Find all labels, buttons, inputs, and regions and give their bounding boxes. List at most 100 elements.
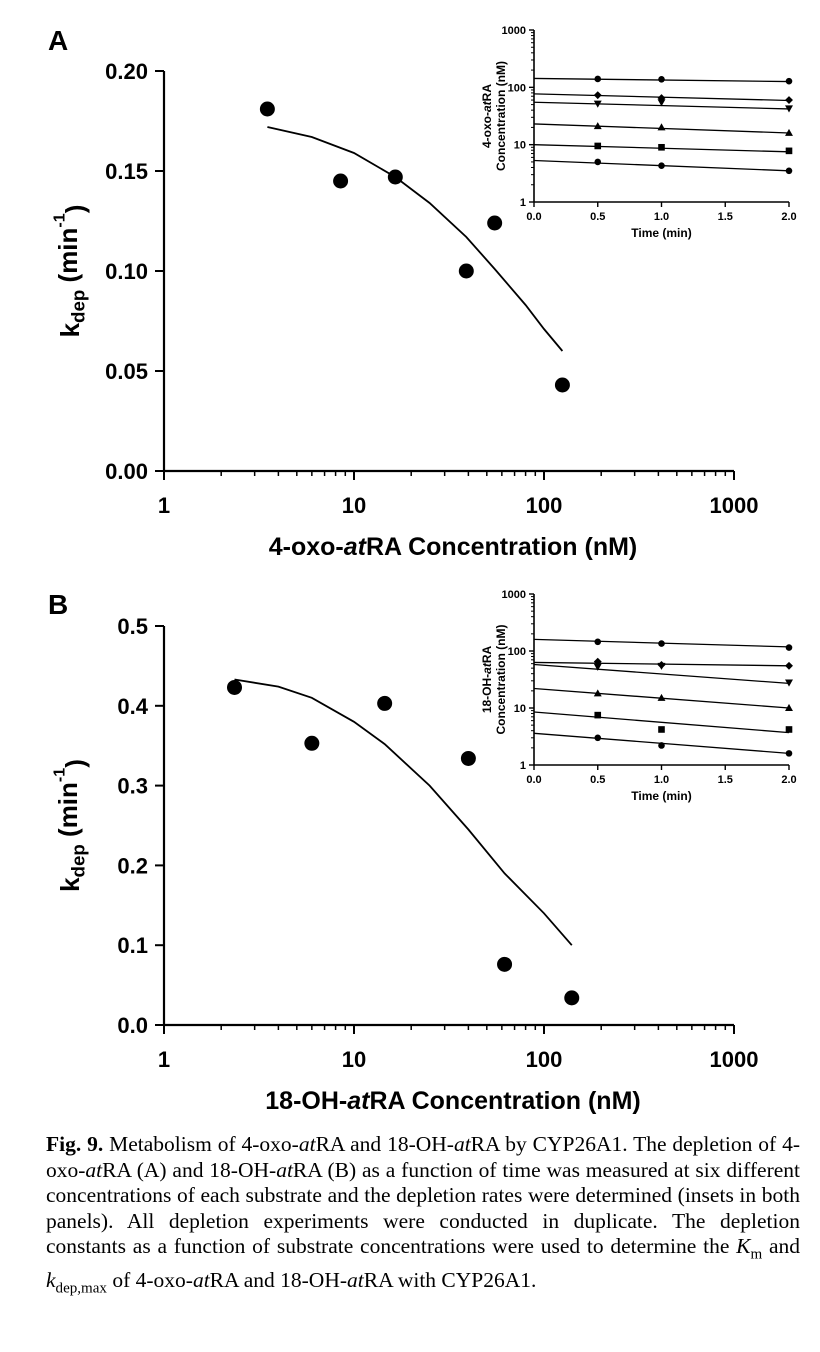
inset-data-point	[785, 167, 793, 175]
inset-data-point	[594, 638, 602, 646]
inset-data-point	[658, 162, 665, 169]
inset-data-point	[658, 143, 665, 151]
data-point	[259, 101, 275, 117]
inset-data-point	[593, 122, 602, 130]
y-axis-label: kdep (min-1)	[51, 205, 91, 338]
inset-data-point	[658, 726, 665, 733]
caption-segment: at	[347, 1267, 364, 1292]
data-point	[487, 215, 503, 231]
data-point	[227, 679, 243, 695]
caption-segment: Metabolism of 4-oxo-	[103, 1132, 299, 1156]
inset-data-point	[593, 663, 602, 671]
x-tick-label: 1000	[710, 493, 759, 518]
inset-data-point	[657, 123, 666, 131]
y-tick-label: 0.3	[117, 774, 148, 799]
inset-data-point	[657, 99, 666, 107]
inset-x-tick-label: 2.0	[781, 774, 796, 786]
data-point	[460, 750, 476, 766]
inset-y-axis-label-units: Concentration (nM)	[494, 61, 508, 171]
inset-data-point	[785, 77, 793, 85]
inset-x-axis-label: Time (min)	[631, 226, 691, 240]
data-point	[497, 956, 513, 972]
inset-series-line	[533, 711, 790, 734]
y-tick-label: 0.05	[105, 359, 148, 384]
panel-label-b: B	[48, 589, 68, 620]
caption-segment: at	[453, 1132, 471, 1156]
inset-y-tick-label: 10	[514, 140, 526, 152]
inset-y-tick-label: 1000	[502, 25, 526, 37]
x-tick-label: 100	[526, 1047, 563, 1072]
inset-x-tick-label: 0.5	[590, 774, 605, 786]
inset-data-point	[785, 96, 793, 105]
caption-segment: RA and 18-OH-	[209, 1267, 348, 1292]
caption-text: Metabolism of 4-oxo-atRA and 18-OH-atRA …	[46, 1132, 800, 1296]
x-tick-label: 1	[158, 1047, 170, 1072]
inset-y-tick-label: 1000	[502, 589, 526, 601]
inset-data-point	[594, 734, 602, 742]
x-tick-label: 10	[342, 493, 366, 518]
data-point	[377, 695, 393, 711]
caption-segment: RA (A) and 18-OH-	[102, 1157, 277, 1182]
caption-segment: RA by CYP26A1. The depletion of 4-oxo-	[46, 1132, 800, 1182]
caption-segment: dep,max	[55, 1280, 107, 1297]
inset-data-point	[785, 726, 793, 733]
y-tick-label: 0.5	[117, 614, 148, 639]
inset-data-point	[594, 158, 602, 166]
y-tick-label: 0.20	[105, 59, 148, 84]
x-tick-label: 10	[342, 1047, 366, 1072]
inset-data-point	[785, 644, 793, 651]
caption-segment: K	[736, 1234, 751, 1258]
inset-data-point	[594, 711, 602, 719]
inset-y-tick-label: 100	[508, 82, 526, 94]
y-tick-label: 0.15	[105, 159, 148, 184]
inset-y-tick-label: 10	[514, 703, 526, 715]
y-tick-label: 0.2	[117, 853, 148, 878]
data-point	[564, 990, 580, 1006]
y-tick-label: 0.4	[117, 694, 148, 719]
figure-caption: Fig. 9. Metabolism of 4-oxo-atRA and 18-…	[46, 1132, 800, 1302]
caption-segment: k	[46, 1267, 56, 1292]
inset-y-tick-label: 1	[520, 197, 526, 209]
data-point	[304, 735, 320, 751]
inset-data-point	[785, 703, 793, 711]
caption-label: Fig. 9.	[46, 1132, 104, 1156]
inset-data-point	[658, 742, 665, 749]
x-axis-label: 4-oxo-atRA Concentration (nM)	[269, 533, 638, 561]
inset-chart: 1 10 100 1000 0.0 0.5 1.0 1.5 2.0 Time (min) 4-oxo…	[480, 25, 797, 240]
inset-y-axis-label: 4-oxo-atRA	[480, 84, 494, 148]
inset-x-tick-label: 0.0	[526, 211, 541, 223]
inset-x-tick-label: 1.5	[718, 774, 733, 786]
caption-segment: RA with CYP26A1.	[363, 1267, 537, 1292]
inset-x-tick-label: 0.0	[526, 774, 541, 786]
x-tick-label: 1000	[710, 1047, 759, 1072]
inset-data-point	[785, 105, 793, 113]
caption-segment: RA (B) as a function of time was measure…	[46, 1157, 800, 1259]
inset-data-point	[657, 693, 666, 701]
figure: A B 0.00 0.05 0.10 0.15 0.20 1 10 100 1000 4-oxo-…	[48, 25, 797, 1115]
data-point	[554, 377, 570, 393]
inset-x-tick-label: 1.0	[654, 211, 669, 223]
inset-data-point	[594, 142, 602, 150]
inset-series-line	[533, 663, 790, 685]
x-tick-label: 100	[526, 493, 563, 518]
caption-segment: at	[192, 1267, 210, 1292]
caption-segment: m	[750, 1246, 763, 1263]
data-point	[458, 263, 474, 279]
inset-x-tick-label: 1.5	[718, 211, 733, 223]
inset-data-point	[785, 679, 793, 687]
data-point	[387, 169, 403, 185]
inset-data-point	[658, 640, 665, 647]
x-tick-label: 1	[158, 493, 170, 518]
inset-x-axis-label: Time (min)	[631, 789, 691, 803]
panel-label-a: A	[48, 25, 68, 56]
inset-x-tick-label: 1.0	[654, 774, 669, 786]
y-axis-label: kdep (min-1)	[51, 759, 91, 892]
inset-data-point	[785, 661, 793, 670]
inset-y-tick-label: 100	[508, 646, 526, 658]
caption-segment: at	[276, 1157, 293, 1182]
fit-curve	[267, 126, 564, 352]
inset-data-point	[593, 100, 602, 108]
inset-data-point	[785, 147, 793, 155]
x-axis-label: 18-OH-atRA Concentration (nM)	[265, 1087, 640, 1115]
fit-curve	[234, 678, 573, 946]
